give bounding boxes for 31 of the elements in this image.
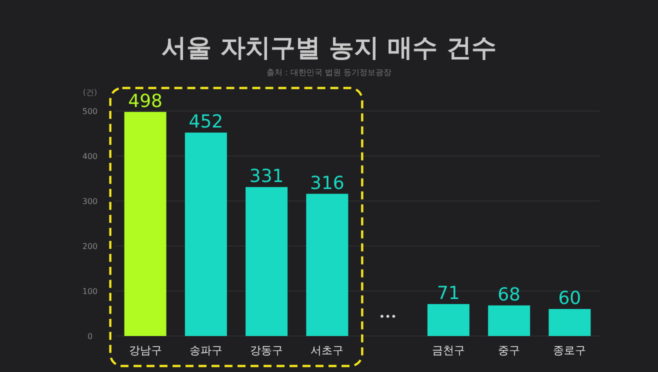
data-label: 60 [558,288,582,309]
data-label: 71 [436,283,460,304]
data-label: 452 [188,112,224,133]
bar [184,132,227,336]
bar [488,305,530,336]
x-tick-label: 강동구 [250,344,284,357]
x-tick-label: 중구 [498,344,520,357]
x-tick-label: 송파구 [189,344,222,357]
data-label: 498 [128,90,162,112]
x-tick-label: 금천구 [432,344,465,357]
data-label: 331 [249,166,284,188]
chart-subtitle: 출처 : 대한민국 법원 등기정보광장 [266,68,392,77]
bar [246,187,288,336]
x-tick-label: 서초구 [310,344,344,357]
y-tick-label: 400 [82,152,98,161]
y-axis-title: (건) [82,88,98,97]
y-tick-label: 100 [82,287,98,296]
data-label: 316 [310,172,344,194]
y-tick-label: 500 [82,107,98,116]
x-tick-label: 강남구 [128,344,162,357]
chart-title: 서울 자치구별 농지 매수 건수 [162,33,496,62]
y-tick-label: 0 [87,332,93,341]
bar [306,194,348,336]
annotation: ••• [378,312,397,323]
x-tick-label: 종로구 [553,344,586,357]
bar [548,309,591,336]
y-tick-label: 300 [82,197,98,206]
bar [427,304,470,336]
bar [124,112,166,336]
y-tick-label: 200 [82,242,98,251]
data-label: 68 [498,284,521,306]
